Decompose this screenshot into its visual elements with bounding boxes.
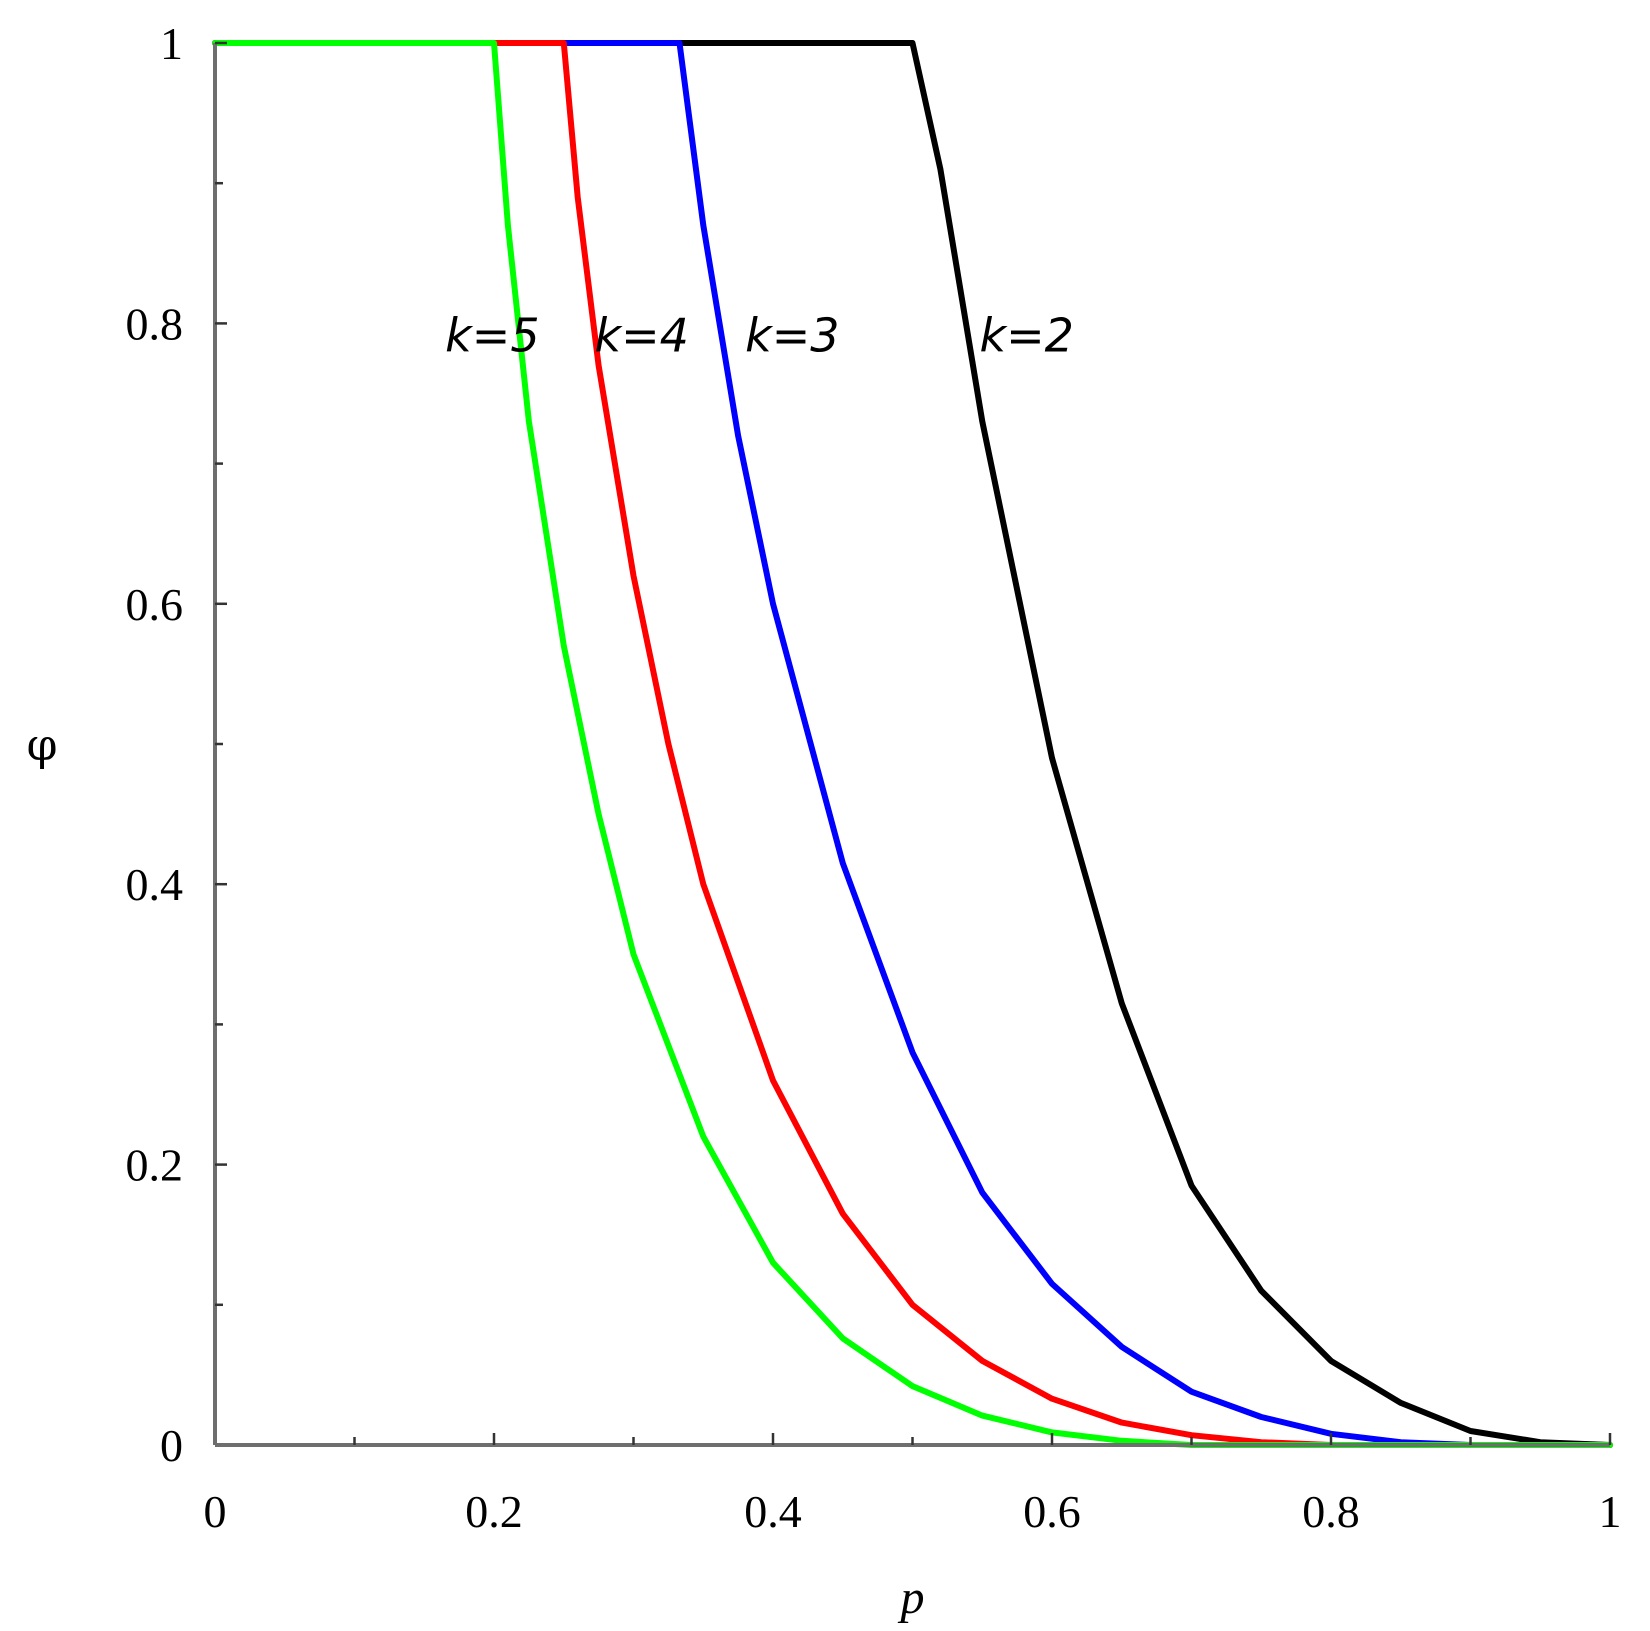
x-tick-label: 0.8 <box>1302 1486 1360 1537</box>
series-line-k4 <box>212 40 1613 1448</box>
series-label-k5: k=5 <box>445 308 539 362</box>
series-line-k3 <box>212 40 1613 1448</box>
y-tick-label: 0.8 <box>126 298 184 349</box>
y-axis-label: φ <box>27 720 58 771</box>
x-tick-label: 0 <box>204 1486 227 1537</box>
series-label-k3: k=3 <box>745 308 839 362</box>
x-tick-label: 0.2 <box>465 1486 523 1537</box>
axes-layer: 0 0.2 0.4 0.6 0.8 1 0 0.2 0.4 0.6 0.8 1 <box>126 18 1622 1537</box>
y-tick-label: 0.2 <box>126 1140 184 1191</box>
label-layer: k=5 k=4 k=3 k=2 <box>445 308 1074 362</box>
series-layer <box>212 40 1613 1448</box>
x-tick-label: 0.4 <box>744 1486 802 1537</box>
series-line-k2 <box>212 40 1613 1448</box>
y-tick-label: 0.4 <box>126 859 184 910</box>
y-tick-label: 0 <box>160 1420 183 1471</box>
series-label-k2: k=2 <box>979 308 1073 362</box>
x-tick-label: 0.6 <box>1023 1486 1081 1537</box>
series-label-k4: k=4 <box>594 308 688 362</box>
x-axis-label: p <box>898 1571 925 1624</box>
x-tick-label: 1 <box>1599 1486 1622 1537</box>
y-tick-label: 1 <box>160 18 183 69</box>
y-tick-label: 0.6 <box>126 579 184 630</box>
series-line-k5 <box>212 40 1613 1448</box>
